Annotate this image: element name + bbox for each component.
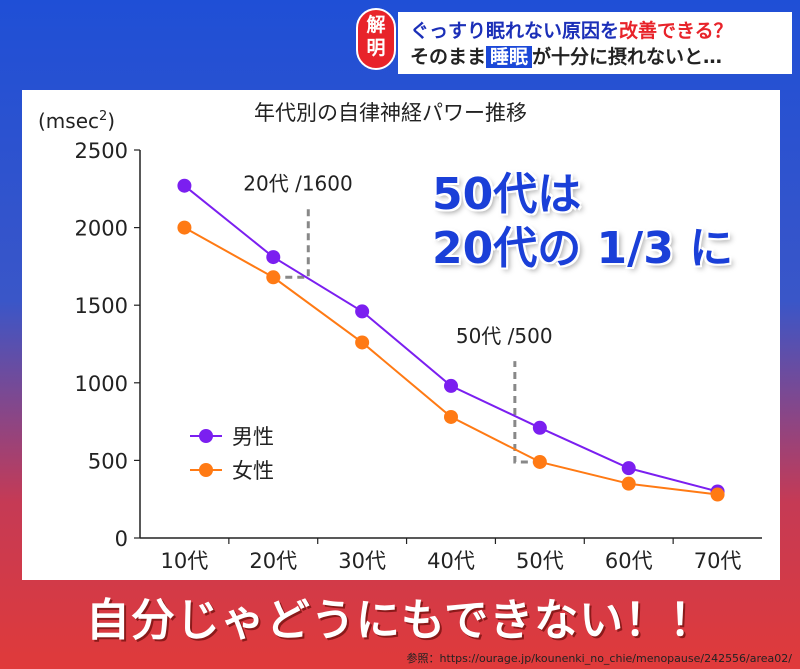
y-tick-label: 500 xyxy=(88,449,128,473)
annotation-label-50s: 50代 /500 xyxy=(456,324,553,348)
headline-box: ぐっすり眠れない原因を改善できる？ そのまま 睡眠 が十分に摂れないと… xyxy=(398,12,792,74)
headline-line1-highlight: 改善できる？ xyxy=(619,20,733,42)
callout-line1: 50代は xyxy=(432,169,582,220)
y-tick-label: 1000 xyxy=(75,372,128,396)
source-citation: 参照：https://ourage.jp/kounenki_no_chie/me… xyxy=(406,652,792,665)
chart-title: 年代別の自律神経パワー推移 xyxy=(254,101,527,125)
x-tick-label: 40代 xyxy=(427,549,475,573)
x-tick-label: 20代 xyxy=(249,549,297,573)
annotation-label-20s: 20代 /1600 xyxy=(243,171,352,195)
data-point-male xyxy=(621,461,636,476)
y-tick-label: 0 xyxy=(115,527,128,551)
headline-line1-text: ぐっすり眠れない原因を xyxy=(410,20,620,42)
data-point-male xyxy=(177,178,192,193)
legend-label: 女性 xyxy=(232,459,274,483)
data-point-female xyxy=(177,220,192,235)
data-point-female xyxy=(621,476,636,491)
badge-line1: 解 xyxy=(366,14,386,36)
data-point-female xyxy=(710,487,725,502)
data-point-female xyxy=(355,335,370,350)
callout-line2: 20代の 1/3 に xyxy=(432,223,734,274)
callout: 50代は 20代の 1/3 に xyxy=(432,168,792,276)
y-tick-label: 1500 xyxy=(75,294,128,318)
data-point-male xyxy=(444,378,458,393)
x-tick-label: 10代 xyxy=(161,549,209,573)
legend-swatch-dot xyxy=(199,463,213,477)
data-point-male xyxy=(266,250,281,265)
y-tick-label: 2500 xyxy=(75,139,128,163)
headline-tag: 睡眠 xyxy=(486,46,533,68)
data-point-female xyxy=(532,454,547,469)
legend-swatch-dot xyxy=(199,429,213,443)
x-tick-label: 50代 xyxy=(516,549,564,573)
footer-slogan: 自分じゃどうにもできない！！ xyxy=(85,595,715,646)
badge: 解 明 xyxy=(356,8,396,70)
x-tick-label: 30代 xyxy=(338,549,386,573)
headline-line2-post: が十分に摂れないと… xyxy=(532,46,723,68)
x-tick-label: 70代 xyxy=(694,549,742,573)
badge-circle xyxy=(356,8,396,70)
annotation-marker-50s xyxy=(513,361,540,464)
data-point-female xyxy=(266,270,281,285)
data-point-male xyxy=(355,304,370,319)
legend-label: 男性 xyxy=(232,425,274,449)
y-tick-label: 2000 xyxy=(75,217,128,241)
y-axis-label: (msec2) xyxy=(38,109,115,133)
headline-line2-text: そのまま xyxy=(410,46,487,68)
annotation-marker-20s xyxy=(273,204,310,279)
badge-line2: 明 xyxy=(366,37,386,59)
line-chart: 年代別の自律神経パワー推移 (msec2) 0 500 1000 1500 2000 2500… xyxy=(38,101,762,573)
headline-line2: そのまま 睡眠 が十分に摂れないと… xyxy=(410,44,792,70)
data-point-male xyxy=(532,420,547,435)
x-tick-label: 60代 xyxy=(605,549,653,573)
chart-panel: 年代別の自律神経パワー推移 (msec2) 0 500 1000 1500 2000 2500… xyxy=(22,90,780,580)
badge-text: 解 明 xyxy=(356,14,396,60)
data-point-female xyxy=(444,409,458,424)
headline-line1: ぐっすり眠れない原因を改善できる？ xyxy=(410,18,792,44)
